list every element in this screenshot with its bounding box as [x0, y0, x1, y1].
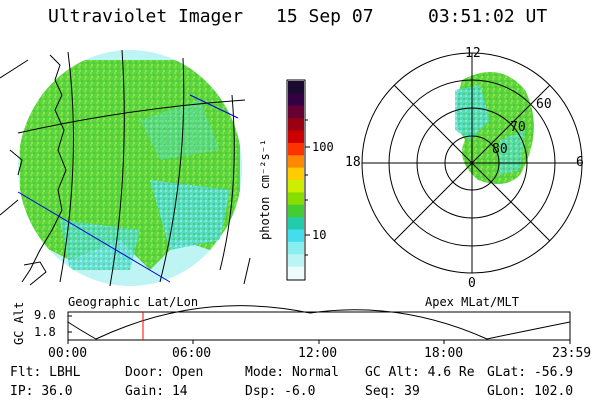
colorbar-cell: [288, 217, 304, 230]
status-glon: GLon: 102.0: [487, 384, 574, 399]
date-label: 15 Sep 07: [276, 6, 374, 27]
status-seq: Seq: 39: [365, 384, 420, 399]
status-door: Door: Open: [125, 365, 204, 380]
mlt-label-12: 12: [465, 46, 481, 61]
colorbar-tick-100: 100: [312, 140, 334, 154]
colorbar-cell: [288, 204, 304, 218]
lat-label-60: 60: [536, 97, 552, 112]
lat-label-70: 70: [510, 120, 526, 135]
time-tick-0000: 00:00: [48, 346, 88, 361]
time-tick-2359: 23:59: [552, 346, 592, 361]
colorbar-cell: [288, 142, 304, 156]
time-tick-1800: 18:00: [424, 346, 464, 361]
alt-tick-low: 1.8: [34, 325, 56, 339]
time-label: 03:51:02 UT: [428, 6, 548, 27]
polar-plot: [361, 52, 583, 274]
colorbar-cell: [288, 130, 304, 144]
colorbar-cell: [288, 155, 304, 169]
colorbar-cell: [288, 93, 304, 107]
time-tick-0600: 06:00: [172, 346, 212, 361]
colorbar-cell: [288, 118, 304, 131]
polar-panel-label: Apex MLat/MLT: [425, 295, 519, 309]
colorbar-cell: [288, 167, 304, 181]
geo-panel-label: Geographic Lat/Lon: [68, 295, 199, 309]
status-flt: Flt: LBHL: [10, 365, 81, 380]
geographic-disk: [0, 49, 251, 287]
colorbar-unit-label: photon cm⁻²s⁻¹: [258, 138, 272, 240]
colorbar-cell: [288, 105, 304, 119]
colorbar-cell: [288, 192, 304, 206]
status-dsp: Dsp: -6.0: [245, 384, 316, 399]
colorbar-cell: [288, 266, 304, 280]
colorbar-cell: [288, 254, 304, 268]
time-tick-1200: 12:00: [298, 346, 338, 361]
status-ip: IP: 36.0: [10, 384, 73, 399]
alt-tick-high: 9.0: [34, 308, 56, 322]
instrument-title: Ultraviolet Imager: [48, 6, 244, 27]
alt-axis-label: GC Alt: [12, 301, 26, 345]
status-glat: GLat: -56.9: [487, 365, 574, 380]
colorbar-cell: [288, 81, 304, 94]
status-gain: Gain: 14: [125, 384, 188, 399]
altitude-plot: [67, 305, 571, 344]
mlt-label-6: 6: [576, 155, 584, 170]
colorbar-cell: [288, 229, 304, 243]
lat-label-80: 80: [492, 142, 508, 157]
mlt-label-18: 18: [345, 155, 361, 170]
colorbar-cell: [288, 241, 304, 255]
mlt-label-0: 0: [468, 276, 476, 291]
status-mode: Mode: Normal: [245, 365, 339, 380]
colorbar-cell: [288, 180, 304, 193]
colorbar-tick-10: 10: [312, 228, 327, 242]
colorbar: [286, 79, 310, 281]
status-gc-alt: GC Alt: 4.6 Re: [365, 365, 475, 380]
